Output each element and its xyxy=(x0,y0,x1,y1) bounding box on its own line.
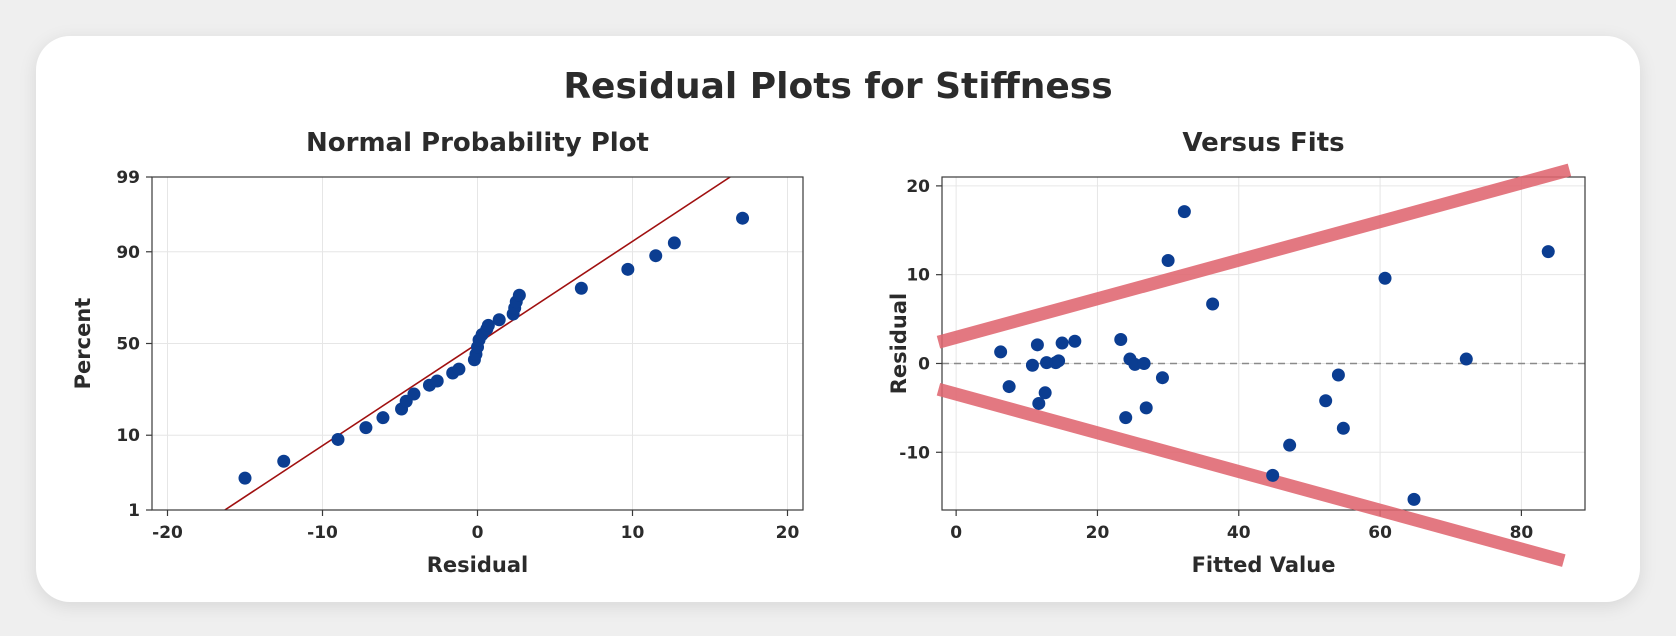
data-point xyxy=(1206,297,1220,311)
y-tick-label: 20 xyxy=(906,177,930,197)
data-point xyxy=(994,345,1008,359)
data-point xyxy=(407,387,421,401)
data-point xyxy=(1038,386,1052,400)
data-point xyxy=(1030,338,1044,352)
y-axis-label: Percent xyxy=(71,298,95,390)
data-point xyxy=(452,362,466,376)
data-point xyxy=(331,432,345,446)
data-point xyxy=(1177,205,1191,219)
x-tick-label: -10 xyxy=(307,523,338,543)
data-point xyxy=(1155,371,1169,385)
y-tick-label: 90 xyxy=(116,243,140,263)
data-point xyxy=(1055,336,1069,350)
x-tick-label: 60 xyxy=(1368,523,1392,543)
data-point xyxy=(1137,356,1151,370)
y-tick-label: 10 xyxy=(116,426,140,446)
x-tick-label: -20 xyxy=(152,523,183,543)
y-axis-label: Residual xyxy=(887,293,911,394)
x-tick-label: 80 xyxy=(1510,523,1534,543)
data-point xyxy=(1040,356,1054,370)
data-point xyxy=(481,318,495,332)
y-tick-label: 0 xyxy=(918,354,930,374)
y-tick-label: 50 xyxy=(116,335,140,355)
data-point xyxy=(1025,358,1039,372)
data-point xyxy=(359,421,373,435)
data-point xyxy=(667,236,681,250)
data-point xyxy=(277,454,291,468)
data-point xyxy=(1139,401,1153,415)
plot-title: Normal Probability Plot xyxy=(306,128,649,158)
x-tick-label: 20 xyxy=(776,523,800,543)
data-point xyxy=(1052,354,1066,368)
x-tick-label: 0 xyxy=(950,523,962,543)
x-tick-label: 10 xyxy=(621,523,645,543)
main-title: Residual Plots for Stiffness xyxy=(563,66,1113,107)
data-point xyxy=(649,249,663,263)
data-point xyxy=(1541,245,1555,259)
normal-probability-plot: -20 -10 0 10 20 1 10 50 90 99 Normal Probability P… xyxy=(71,128,804,577)
y-tick-label: -10 xyxy=(899,443,930,463)
data-point xyxy=(492,313,506,327)
highlight-line xyxy=(936,163,1572,349)
data-point xyxy=(574,281,588,295)
y-tick-label: 1 xyxy=(128,501,140,521)
y-tick-label: 99 xyxy=(116,168,140,188)
versus-fits-plot: 0 20 40 60 80 -10 0 10 20 Versus Fits Fitted Value… xyxy=(887,128,1586,577)
data-point xyxy=(238,471,252,485)
data-point xyxy=(1002,380,1016,394)
x-axis-label: Residual xyxy=(427,553,528,577)
x-tick-label: 40 xyxy=(1227,523,1251,543)
data-point xyxy=(1266,468,1280,482)
data-point xyxy=(1407,492,1421,506)
plot-title: Versus Fits xyxy=(1182,128,1344,158)
data-point xyxy=(736,211,750,225)
data-point xyxy=(376,411,390,425)
data-point xyxy=(621,262,635,276)
data-point xyxy=(1119,411,1133,425)
data-point xyxy=(1114,333,1128,347)
data-point xyxy=(1283,438,1297,452)
y-tick-label: 10 xyxy=(906,266,930,286)
x-axis-label: Fitted Value xyxy=(1192,553,1336,577)
data-point xyxy=(1378,271,1392,285)
data-point xyxy=(1032,396,1046,410)
data-point xyxy=(1161,253,1175,267)
x-tick-label: 20 xyxy=(1086,523,1110,543)
data-point xyxy=(1336,421,1350,435)
x-tick-label: 0 xyxy=(472,523,484,543)
data-point xyxy=(1459,352,1473,366)
data-point xyxy=(512,288,526,302)
data-point xyxy=(1319,394,1333,408)
data-point xyxy=(1331,368,1345,382)
highlight-line xyxy=(936,382,1566,567)
data-point xyxy=(1068,334,1082,348)
data-point xyxy=(430,374,444,388)
